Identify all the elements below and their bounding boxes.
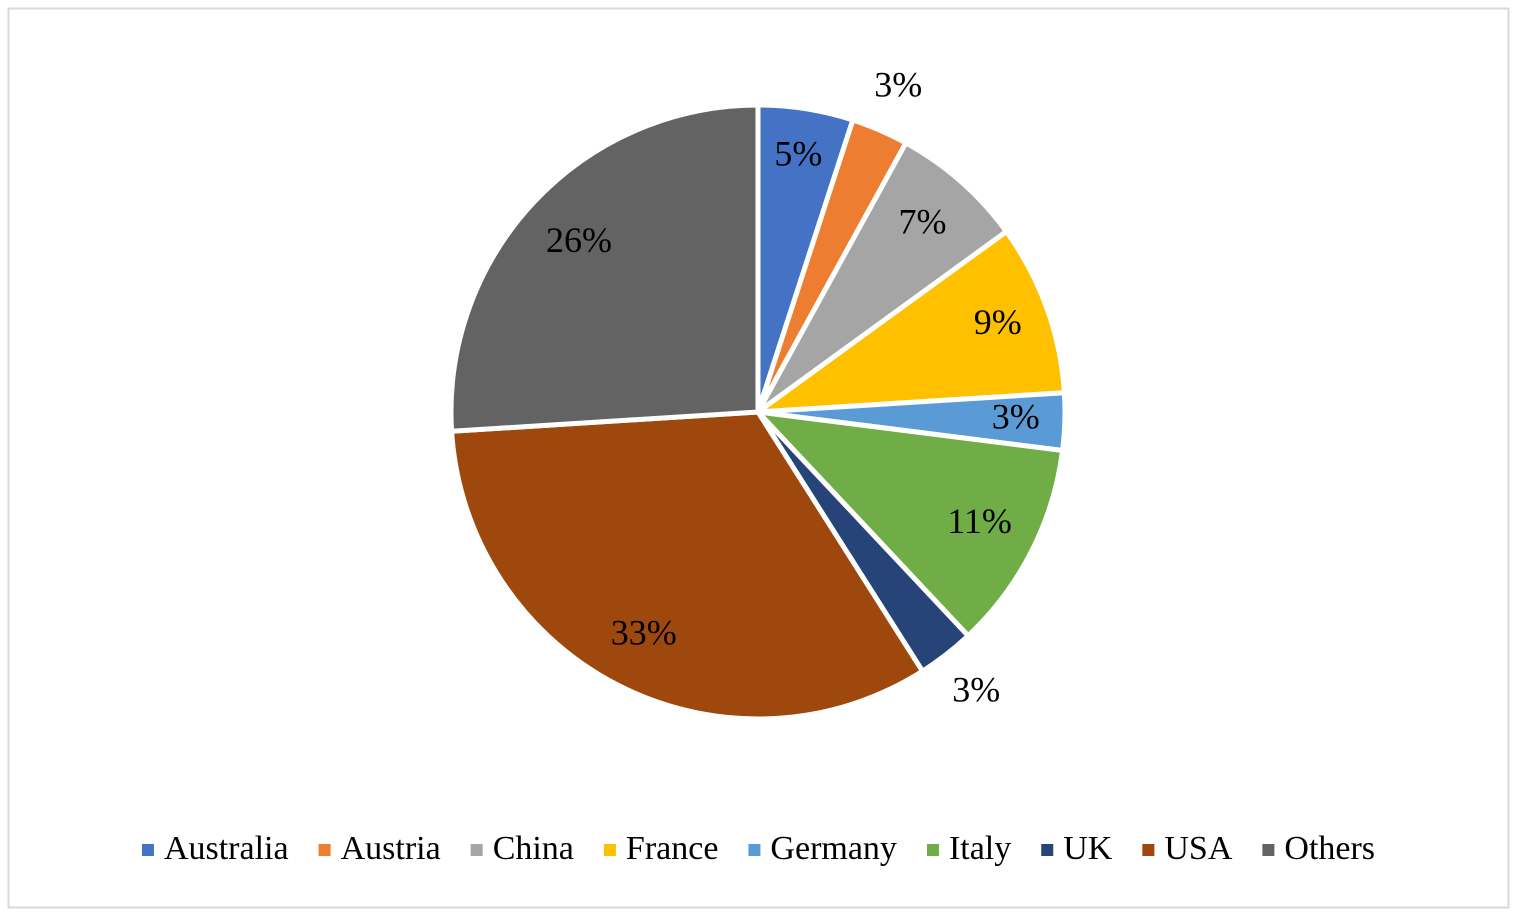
legend-label: Australia xyxy=(164,830,289,867)
legend-marker xyxy=(603,844,616,856)
legend-label: France xyxy=(626,830,719,867)
legend-marker xyxy=(318,844,331,856)
data-label: 7% xyxy=(898,202,946,242)
data-label: 9% xyxy=(974,302,1022,342)
legend-marker xyxy=(1041,844,1054,856)
legend-marker xyxy=(926,844,939,856)
legend-label: Others xyxy=(1284,830,1375,867)
pie-slice xyxy=(449,409,925,722)
data-label: 33% xyxy=(611,613,677,653)
data-label: 11% xyxy=(947,501,1012,541)
legend-label: Austria xyxy=(341,830,441,867)
legend-marker xyxy=(470,844,483,856)
pie-slice xyxy=(755,229,1067,415)
legend-marker xyxy=(1142,844,1155,856)
legend-label: USA xyxy=(1164,830,1232,867)
legend-label: UK xyxy=(1063,830,1113,867)
legend-label: Italy xyxy=(949,830,1011,867)
data-label: 3% xyxy=(874,64,922,104)
legend: Australia Austria China France Germany Italy U… xyxy=(141,830,1375,867)
legend-label: China xyxy=(493,830,574,867)
legend-marker xyxy=(748,844,761,856)
legend-label: Germany xyxy=(770,830,897,867)
data-label: 3% xyxy=(952,670,1000,710)
pie-slice xyxy=(755,409,1066,639)
data-label: 5% xyxy=(774,134,822,174)
legend-marker xyxy=(141,844,154,856)
legend-marker xyxy=(1262,844,1275,856)
data-label: 26% xyxy=(546,220,612,260)
pie-slice xyxy=(755,140,1009,415)
pie-slice xyxy=(448,102,761,434)
data-label: 3% xyxy=(992,396,1040,436)
